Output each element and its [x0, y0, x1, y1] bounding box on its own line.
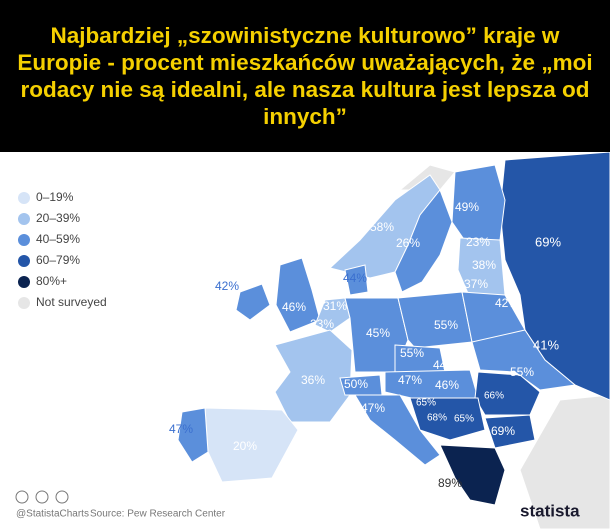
country-label: 69% — [535, 234, 561, 249]
map: 69% 49% 58%26% 23% 38% 37% 44% 42% 46% 31% 23% 42% 4… — [0, 152, 610, 529]
country — [484, 414, 536, 449]
footer: @StatistaCharts Source: Pew Research Cen… — [15, 490, 580, 520]
legend-label: 20–39% — [36, 211, 80, 225]
country-label: 45% — [366, 326, 390, 340]
country-label: 65% — [454, 414, 474, 425]
cc-icon — [55, 490, 69, 504]
legend-swatch — [18, 213, 30, 225]
country-label: 55% — [400, 346, 424, 360]
country-label: 42% — [495, 296, 519, 310]
title: Najbardziej „szowinistyczne kulturowo” k… — [17, 23, 593, 129]
country — [397, 291, 473, 349]
legend-swatch — [18, 297, 30, 309]
country — [409, 397, 486, 441]
country-label: 36% — [301, 373, 325, 387]
country — [354, 394, 441, 466]
country-label: 23% — [466, 235, 490, 249]
country-label: 41% — [533, 337, 559, 352]
legend-label: 40–59% — [36, 232, 80, 246]
country-label: 37% — [464, 277, 488, 291]
legend-swatch — [18, 276, 30, 288]
handle: @StatistaCharts — [16, 509, 89, 520]
country-labels: 69% 49% 58%26% 23% 38% 37% 44% 42% 46% 31% 23% 42% 4… — [169, 200, 561, 490]
country-label: 46% — [282, 300, 306, 314]
country-label: 20% — [233, 439, 257, 453]
country-label: 49% — [455, 200, 479, 214]
land — [177, 152, 610, 529]
country-label: 47% — [398, 373, 422, 387]
legend-swatch — [18, 192, 30, 204]
country — [314, 297, 351, 333]
country-label: 38% — [472, 258, 496, 272]
country-label: 55% — [510, 365, 534, 379]
legend-label: 60–79% — [36, 253, 80, 267]
legend-label: Not surveyed — [36, 295, 107, 309]
country-label: 50% — [344, 377, 368, 391]
legend-swatch — [18, 255, 30, 267]
cc-icon — [15, 490, 29, 504]
legend-swatch — [18, 234, 30, 246]
country — [177, 407, 209, 463]
country — [344, 264, 369, 296]
brand: statista — [520, 501, 580, 520]
country-label: 46% — [435, 378, 459, 392]
country — [274, 329, 353, 423]
country-label: 26% — [396, 236, 420, 250]
country — [471, 329, 577, 391]
country-label: 55% — [434, 318, 458, 332]
country-label: 23% — [310, 317, 334, 331]
cc-icon — [35, 490, 49, 504]
legend: 0–19% 20–39% 40–59% 60–79% 80%+ Not surveyed — [18, 190, 107, 309]
country-label: 47% — [361, 401, 385, 415]
country — [439, 444, 506, 506]
country-label: 66% — [484, 391, 504, 402]
country-label: 65% — [416, 398, 436, 409]
country-label: 69% — [491, 424, 515, 438]
country-label: 58% — [370, 220, 394, 234]
country-label: 89% — [438, 476, 462, 490]
country-label: 31% — [323, 299, 347, 313]
country-label: 44% — [433, 358, 457, 372]
country — [394, 189, 453, 293]
country-label: 44% — [343, 271, 367, 285]
country-label: 42% — [215, 279, 239, 293]
source: Source: Pew Research Center — [90, 509, 226, 520]
legend-label: 80%+ — [36, 274, 67, 288]
title-banner: Najbardziej „szowinistyczne kulturowo” k… — [0, 0, 610, 152]
country-label: 68% — [427, 413, 447, 424]
country — [235, 283, 271, 321]
country-label: 47% — [169, 422, 193, 436]
legend-label: 0–19% — [36, 190, 74, 204]
